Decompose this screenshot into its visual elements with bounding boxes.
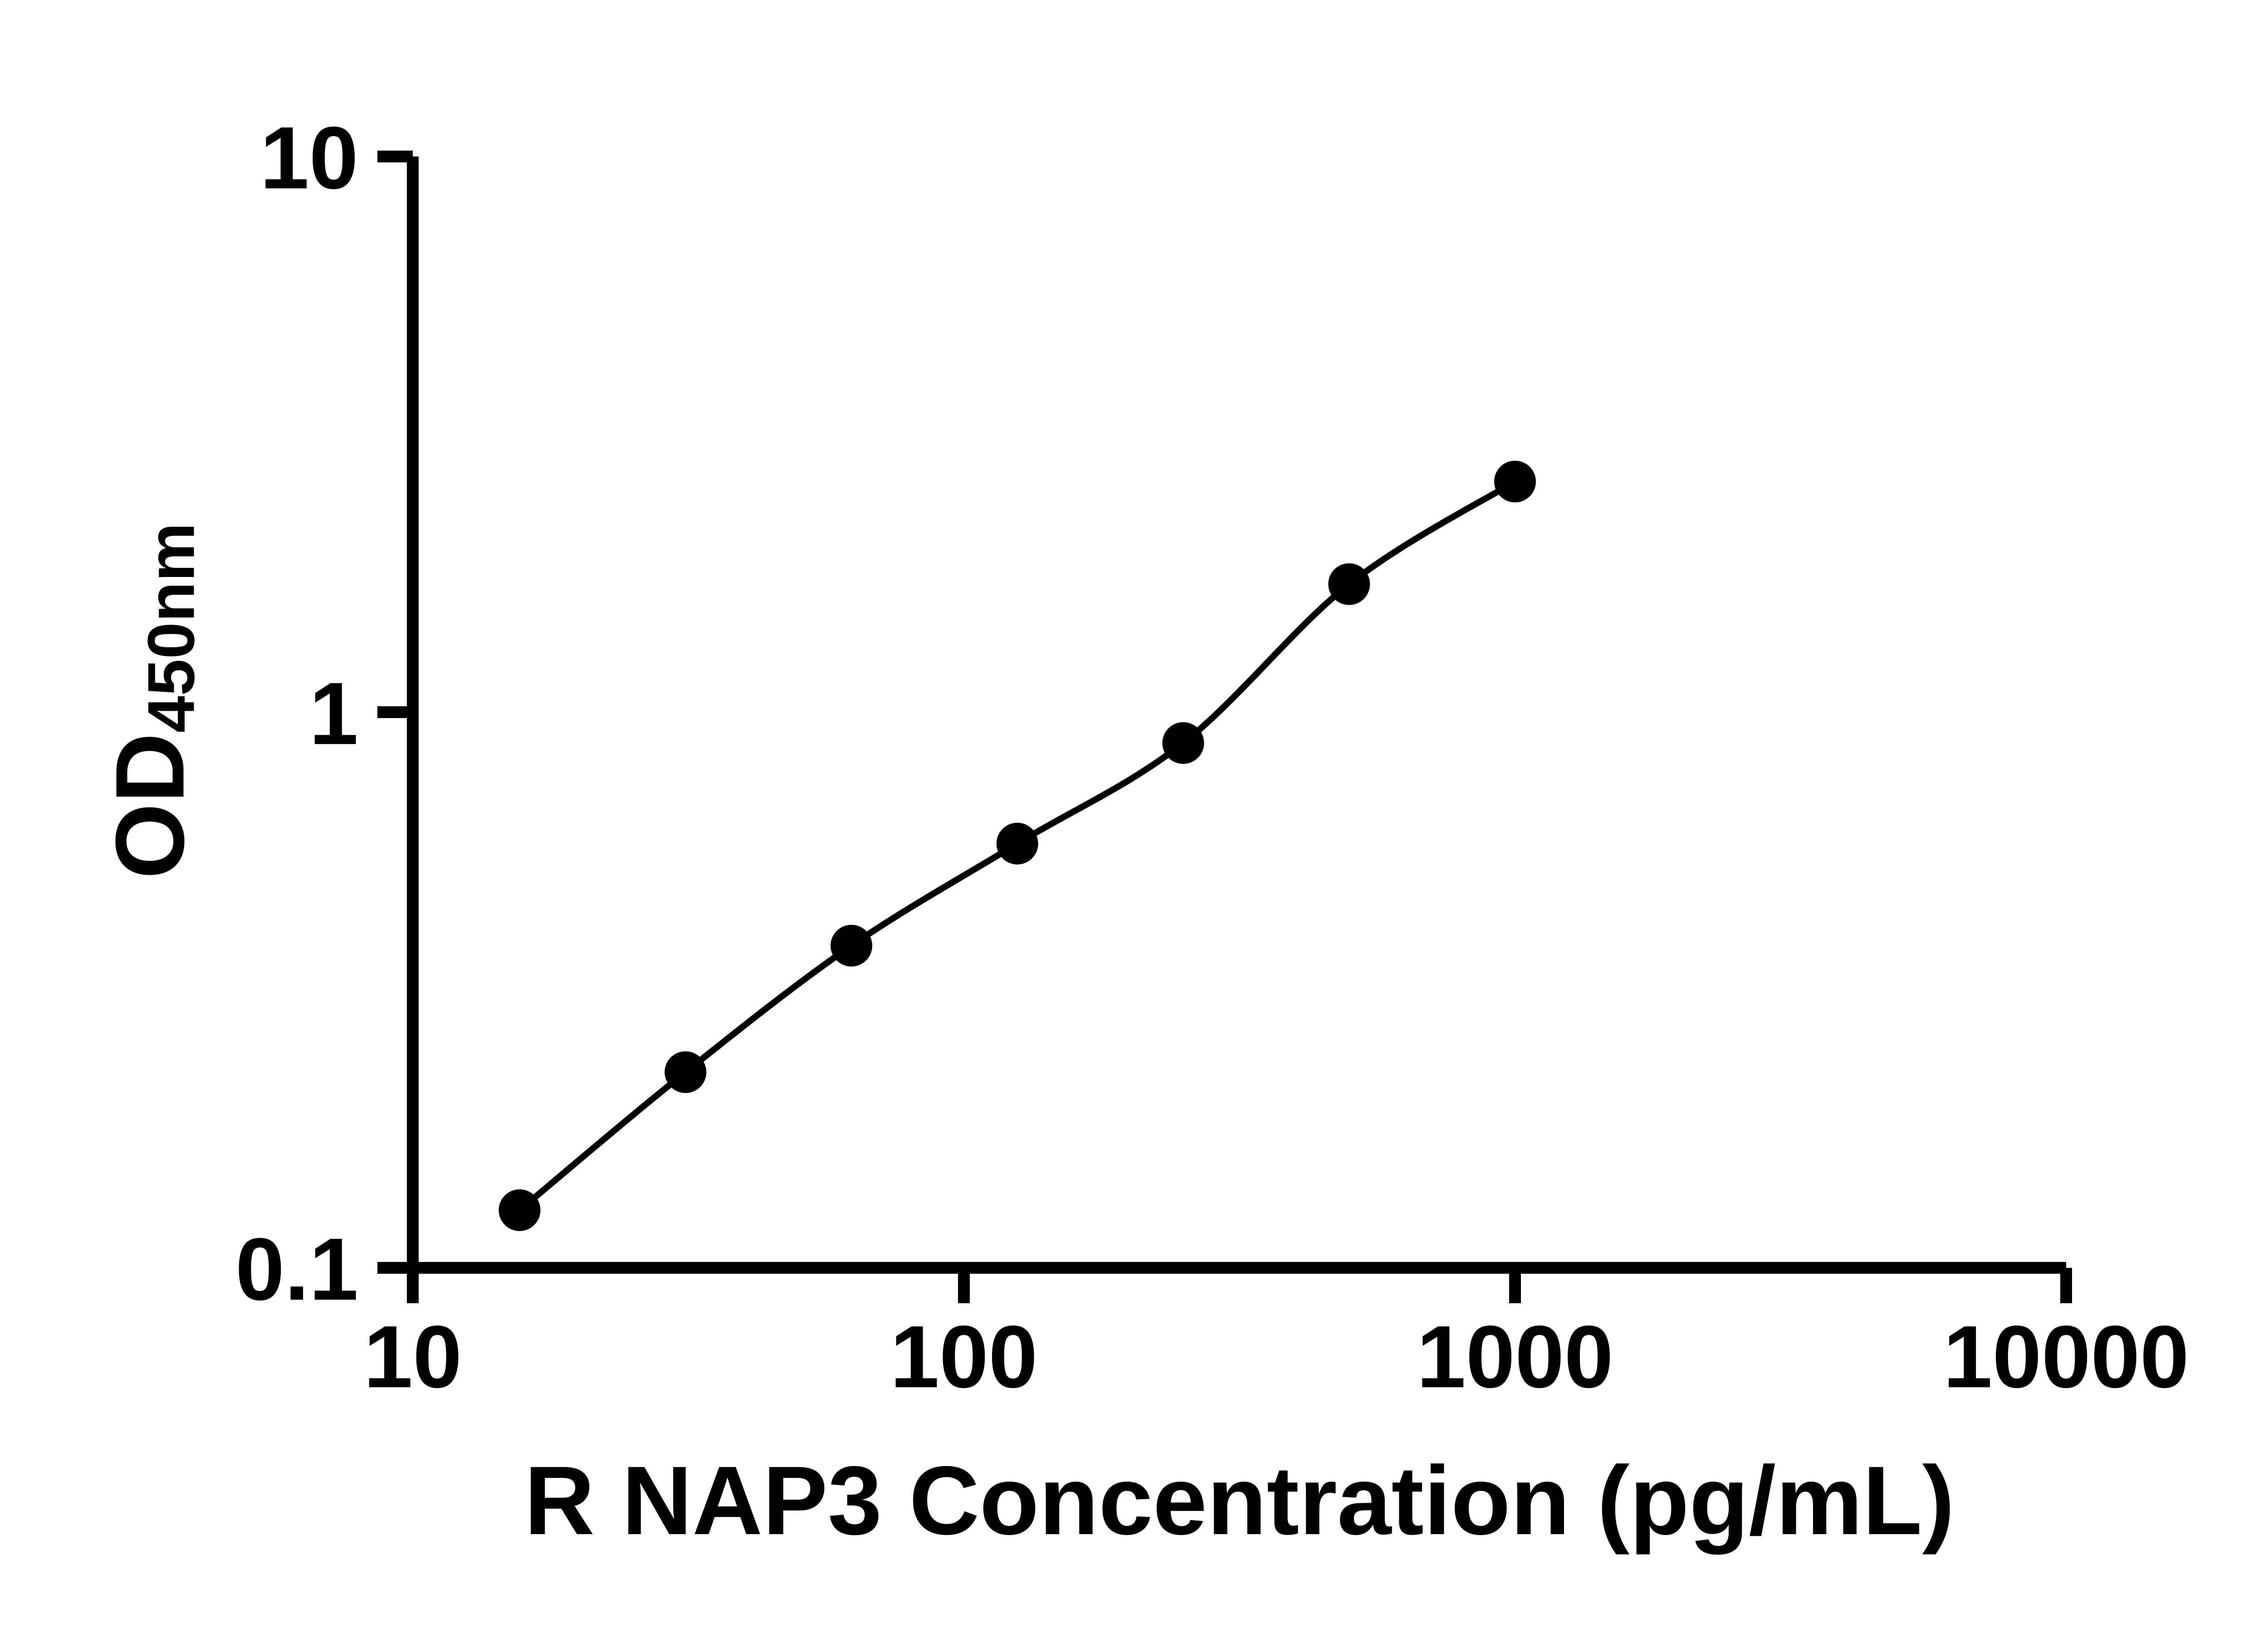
y-axis-title: OD450nm [95,523,208,879]
x-tick-label: 10 [364,1307,462,1406]
data-point [830,924,872,967]
data-point [499,1189,541,1231]
x-tick-label: 100 [890,1307,1037,1406]
y-tick-label: 0.1 [235,1220,358,1319]
data-point [1328,563,1370,605]
y-tick-label: 1 [309,664,358,763]
axis-lines [407,156,2066,1274]
x-tick-label: 10000 [1943,1307,2189,1406]
x-tick-label: 1000 [1417,1307,1613,1406]
x-axis-title: R NAP3 Concentration (pg/mL) [524,1446,1955,1555]
data-point [996,822,1038,865]
data-point [1494,460,1536,503]
data-point [665,1051,707,1093]
data-point [1162,722,1204,764]
y-axis-title-main: OD [95,733,205,879]
y-tick-label: 10 [260,108,358,207]
y-axis-title-subscript: 450nm [134,523,208,733]
